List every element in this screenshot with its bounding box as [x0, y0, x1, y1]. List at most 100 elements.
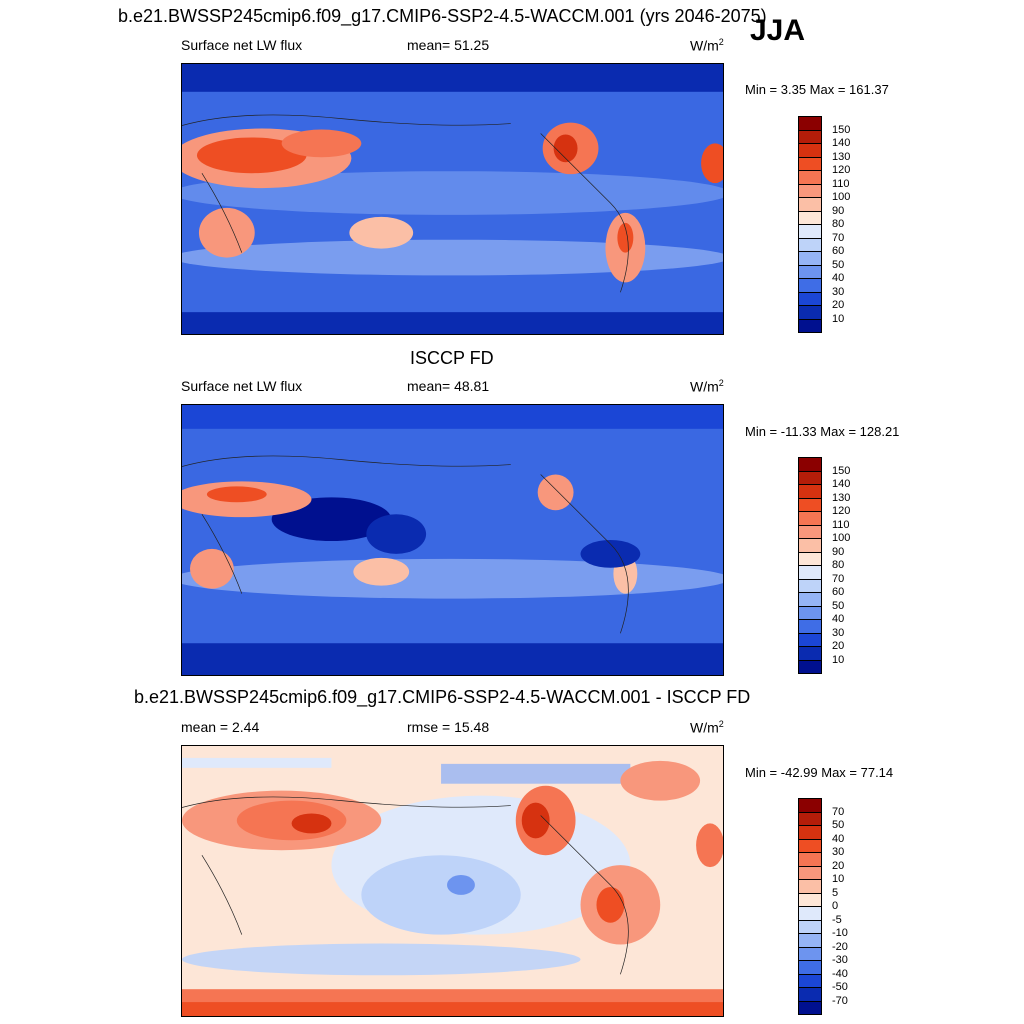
- colorbar-label: 110: [832, 177, 850, 190]
- colorbar-box: [798, 264, 822, 279]
- colorbar-box: [798, 838, 822, 853]
- colorbar-label: 50: [832, 258, 845, 271]
- colorbar-box: [798, 457, 822, 472]
- colorbar-box: [798, 879, 822, 894]
- colorbar-label: 80: [832, 559, 845, 571]
- colorbar-label: -20: [832, 940, 848, 953]
- colorbar-box: [798, 318, 822, 333]
- colorbar-label: 40: [832, 272, 845, 284]
- colorbar-box: [798, 551, 822, 566]
- colorbar-box: [798, 825, 822, 840]
- panel-3-map: [181, 745, 724, 1017]
- colorbar-box: [798, 278, 822, 293]
- colorbar-label: -40: [832, 967, 848, 980]
- colorbar-label: 0: [832, 900, 839, 912]
- colorbar-box: [798, 210, 822, 225]
- season-label: JJA: [750, 14, 806, 47]
- colorbar-box: [798, 497, 822, 512]
- colorbar-label: 40: [832, 613, 845, 625]
- colorbar-box: [798, 170, 822, 185]
- colorbar-label: 10: [832, 312, 845, 325]
- panel-2-units: W/m2: [690, 378, 724, 395]
- colorbar-label: 60: [832, 245, 845, 257]
- colorbar-label: 20: [832, 859, 845, 872]
- colorbar-box: [798, 565, 822, 580]
- panel-3-title: b.e21.BWSSP245cmip6.f09_g17.CMIP6-SSP2-4…: [134, 687, 751, 707]
- colorbar-box: [798, 605, 822, 620]
- colorbar-box: [798, 973, 822, 988]
- colorbar-label: 150: [832, 464, 851, 477]
- colorbar-box: [798, 946, 822, 961]
- colorbar-box: [798, 484, 822, 499]
- colorbar-box: [798, 224, 822, 239]
- colorbar-box: [798, 892, 822, 907]
- colorbar-label: 100: [832, 191, 851, 203]
- colorbar-label: 10: [832, 653, 845, 666]
- colorbar-box: [798, 632, 822, 647]
- colorbar-label: 140: [832, 478, 851, 490]
- colorbar-label: -70: [832, 994, 848, 1007]
- panel-2-variable: Surface net LW flux: [181, 378, 303, 394]
- colorbar-box: [798, 987, 822, 1002]
- colorbar-box: [798, 305, 822, 320]
- colorbar-box: [798, 291, 822, 306]
- colorbar-label: -5: [832, 913, 842, 926]
- colorbar-box: [798, 619, 822, 634]
- colorbar-box: [798, 646, 822, 661]
- panel-2-title: ISCCP FD: [410, 348, 494, 368]
- colorbar-label: 80: [832, 218, 845, 230]
- panel-2-map: [181, 404, 724, 676]
- colorbar-label: 30: [832, 285, 845, 298]
- colorbar-label: 130: [832, 491, 851, 504]
- colorbar-box: [798, 919, 822, 934]
- colorbar-box: [798, 470, 822, 485]
- panel-3-mean: mean = 2.44: [181, 719, 260, 735]
- panel-1-variable: Surface net LW flux: [181, 37, 303, 53]
- panel-3-minmax: Min = -42.99 Max = 77.14: [745, 765, 894, 780]
- colorbar-box: [798, 251, 822, 266]
- colorbar-label: 150: [832, 123, 851, 136]
- colorbar-box: [798, 156, 822, 171]
- colorbar-label: 100: [832, 532, 851, 544]
- colorbar-label: 130: [832, 150, 851, 163]
- panel-1-units: W/m2: [690, 37, 724, 54]
- colorbar-label: -30: [832, 954, 848, 966]
- colorbar-label: 50: [832, 819, 845, 831]
- panel-2-mean: mean= 48.81: [407, 378, 490, 394]
- colorbar-box: [798, 933, 822, 948]
- colorbar-label: 30: [832, 846, 845, 858]
- colorbar-box: [798, 511, 822, 526]
- colorbar-label: 110: [832, 518, 850, 531]
- colorbar-box: [798, 538, 822, 553]
- colorbar-label: 50: [832, 599, 845, 612]
- colorbar-box: [798, 197, 822, 212]
- panel-3-rmse: rmse = 15.48: [407, 719, 490, 735]
- panel-3-units: W/m2: [690, 719, 724, 736]
- colorbar-label: 90: [832, 204, 845, 217]
- colorbar-label: 20: [832, 640, 845, 652]
- colorbar-box: [798, 865, 822, 880]
- colorbar-box: [798, 852, 822, 867]
- colorbar-box: [798, 237, 822, 252]
- colorbar-label: 90: [832, 545, 845, 558]
- panel-1-mean: mean= 51.25: [407, 37, 490, 53]
- colorbar-box: [798, 659, 822, 674]
- panel-1-map: [181, 63, 724, 335]
- colorbar-label: 70: [832, 231, 845, 244]
- colorbar-box: [798, 906, 822, 921]
- colorbar-label: 120: [832, 164, 851, 176]
- colorbar-box: [798, 798, 822, 813]
- colorbar-box: [798, 524, 822, 539]
- colorbar-label: 120: [832, 505, 851, 517]
- colorbar-box: [798, 960, 822, 975]
- colorbar-box: [798, 578, 822, 593]
- panel-2-minmax: Min = -11.33 Max = 128.21: [745, 424, 900, 439]
- colorbar-label: 60: [832, 586, 845, 598]
- colorbar-label: 5: [832, 886, 839, 899]
- colorbar-box: [798, 811, 822, 826]
- colorbar-label: 40: [832, 832, 845, 845]
- colorbar-box: [798, 129, 822, 144]
- colorbar-box: [798, 143, 822, 158]
- colorbar-label: 10: [832, 873, 845, 885]
- colorbar-box: [798, 1000, 822, 1015]
